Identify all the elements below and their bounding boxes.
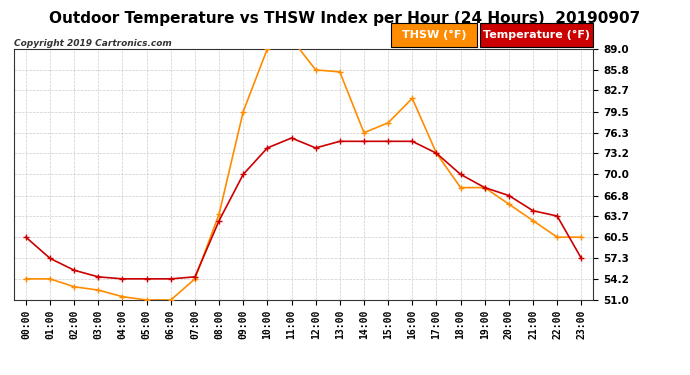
Text: Outdoor Temperature vs THSW Index per Hour (24 Hours)  20190907: Outdoor Temperature vs THSW Index per Ho… (50, 11, 640, 26)
Text: THSW (°F): THSW (°F) (402, 30, 466, 40)
Text: Temperature (°F): Temperature (°F) (483, 30, 590, 40)
Text: Copyright 2019 Cartronics.com: Copyright 2019 Cartronics.com (14, 39, 172, 48)
